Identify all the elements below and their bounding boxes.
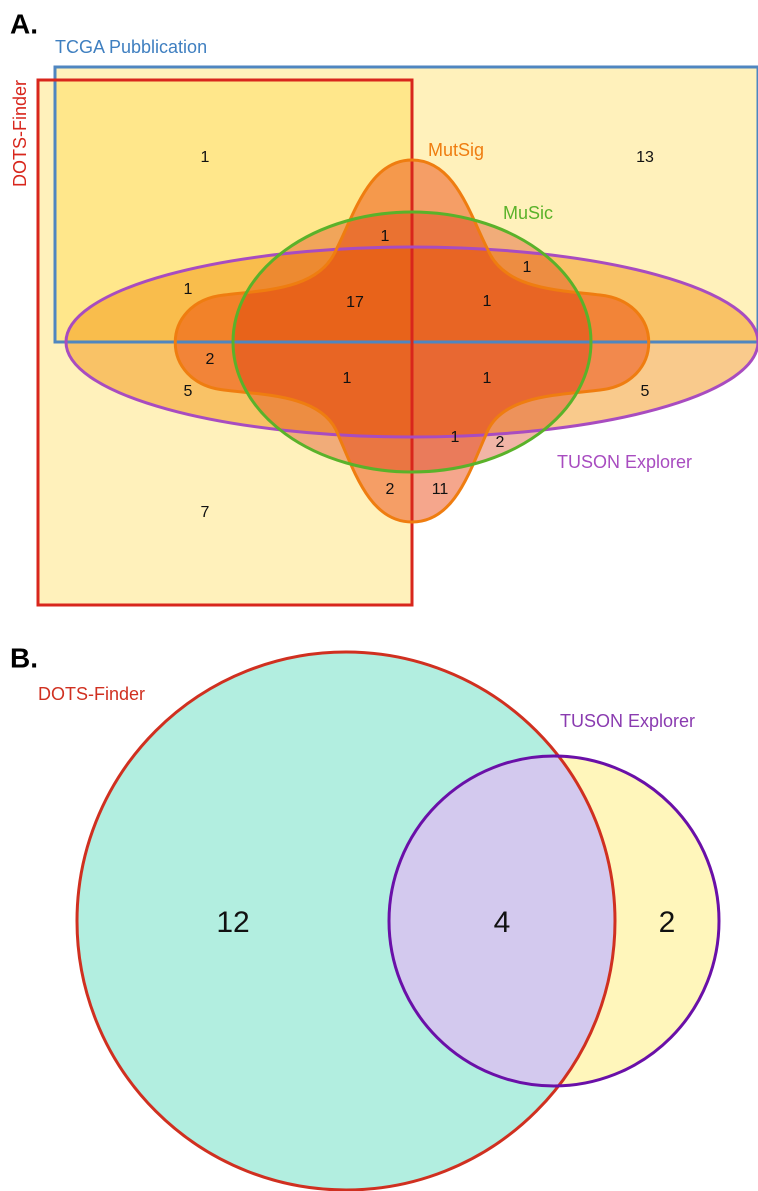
region-count: 2 [496, 434, 505, 451]
set-label: TUSON Explorer [560, 711, 695, 731]
region-count: 17 [346, 294, 364, 311]
tcga-set-outline [53, 65, 758, 344]
tuson-set-outline [64, 245, 758, 439]
region-count: 11 [432, 481, 449, 498]
set-label: MuSic [503, 203, 553, 223]
dots-set-outline [75, 650, 617, 1191]
set-label: TCGA Pubblication [55, 37, 207, 57]
region-count: 1 [184, 281, 193, 298]
panel-label: B. [10, 642, 38, 673]
region-count: 1 [451, 429, 460, 446]
set-label: MutSig [428, 140, 484, 160]
dots-set-outline [36, 78, 414, 607]
region-count: 2 [386, 481, 395, 498]
set-label: DOTS-Finder [38, 684, 145, 704]
mutsig-set-outline [173, 158, 651, 524]
panel-label: A. [10, 8, 38, 39]
region-count: 1 [483, 370, 492, 387]
set-label: DOTS-Finder [10, 80, 30, 187]
region-count: 2 [206, 351, 215, 368]
region-count: 5 [641, 383, 650, 400]
set-label: TUSON Explorer [557, 452, 692, 472]
region-count: 1 [343, 370, 352, 387]
region-count: 12 [216, 906, 249, 939]
region-count: 2 [659, 906, 676, 939]
tuson-set-outline [387, 754, 721, 1088]
venn-b [75, 650, 721, 1191]
region-count: 1 [201, 149, 210, 166]
region-count: 1 [523, 259, 532, 276]
region-count: 1 [483, 293, 492, 310]
region-count: 5 [184, 383, 193, 400]
region-count: 4 [494, 906, 511, 939]
venn-a [36, 65, 758, 607]
region-count: 13 [636, 149, 654, 166]
region-count: 1 [381, 228, 390, 245]
intersection-fill [389, 756, 615, 1086]
music-set-outline [231, 210, 593, 474]
region-count: 7 [201, 504, 210, 521]
tcga-set-fill [55, 67, 758, 342]
